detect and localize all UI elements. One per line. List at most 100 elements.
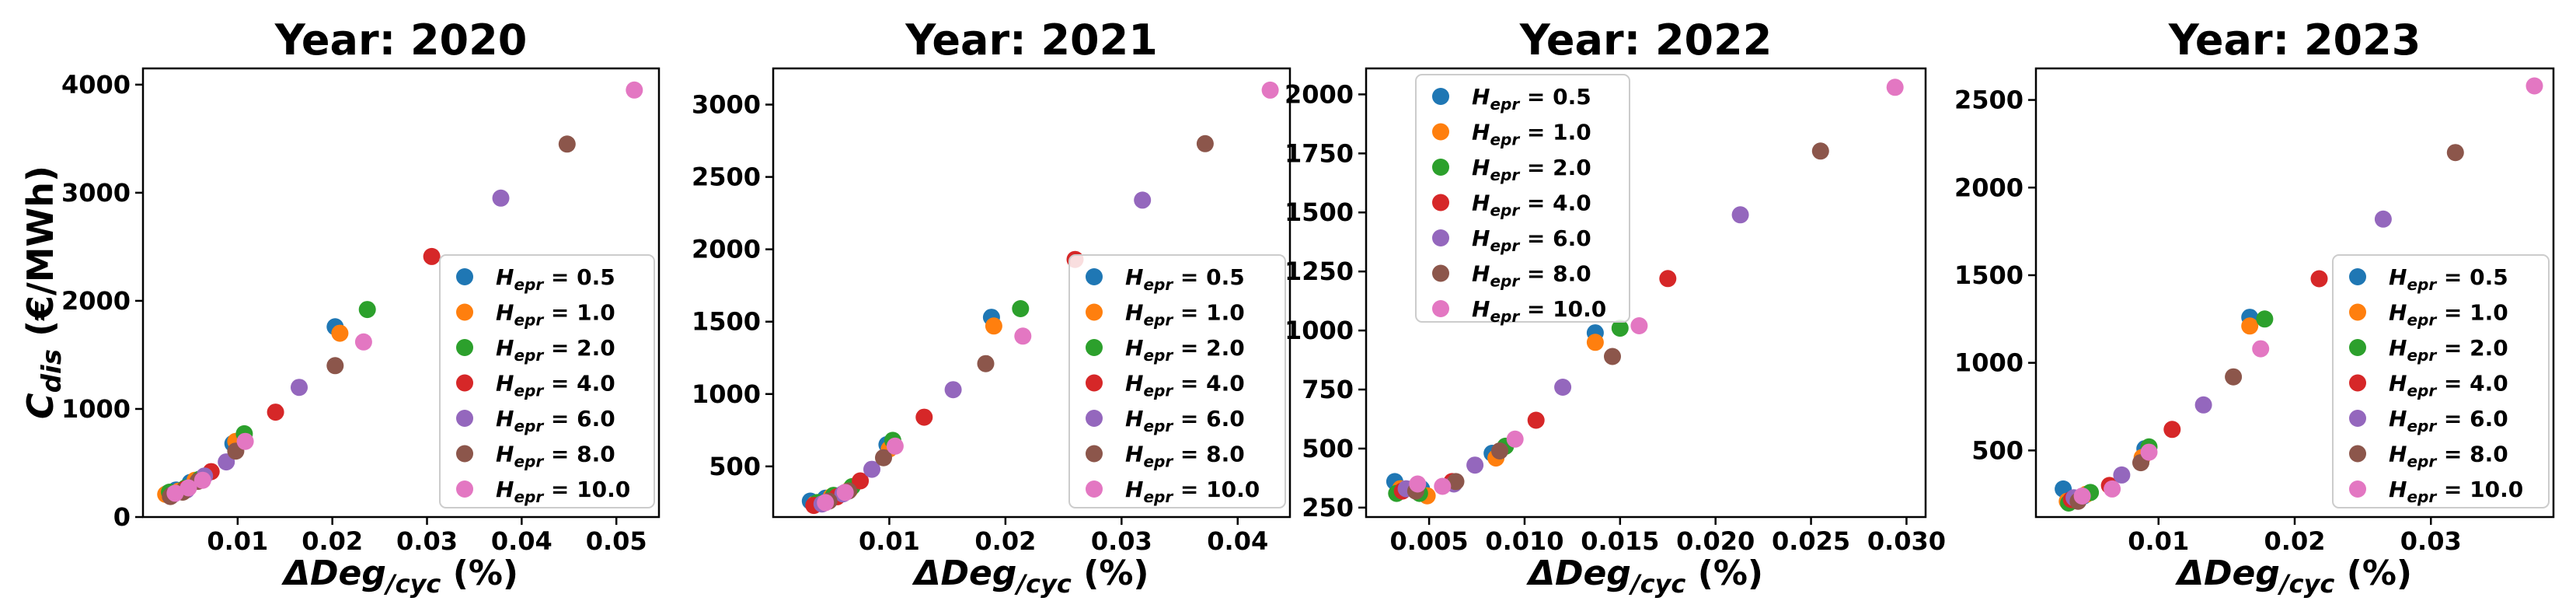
- x-axis-label: ΔDeg/cyc (%): [2175, 554, 2412, 599]
- legend: Hepr = 0.5 Hepr = 1.0 Hepr = 2.0 Hepr = 4.0…: [2332, 254, 2550, 508]
- x-tick-label: 0.02: [974, 526, 1036, 556]
- scatter-point: [180, 479, 197, 497]
- scatter-point: [1811, 142, 1829, 160]
- x-tick-label: 0.02: [302, 526, 363, 556]
- legend-marker: [2349, 445, 2366, 463]
- subplot-title: Year: 2023: [2168, 16, 2421, 65]
- scatter-point: [2104, 480, 2121, 498]
- legend-entry-label: Hepr = 0.5: [1472, 84, 1591, 114]
- scatter-point: [2525, 77, 2543, 95]
- legend-marker: [1086, 374, 1103, 392]
- y-tick-label: 1000: [1954, 348, 2024, 378]
- y-tick-label: 500: [1302, 434, 1354, 463]
- scatter-point: [166, 484, 184, 502]
- legend-marker: [2349, 374, 2366, 392]
- scatter-point: [236, 432, 254, 450]
- scatter-point: [852, 472, 870, 490]
- legend-entry-label: Hepr = 8.0: [2389, 442, 2508, 471]
- x-tick-label: 0.02: [2264, 526, 2326, 556]
- scatter-point: [2225, 368, 2243, 386]
- x-axis-label: ΔDeg/cyc (%): [912, 554, 1149, 599]
- legend-entry-label: Hepr = 0.5: [2389, 264, 2508, 294]
- scatter-point: [1659, 270, 1677, 288]
- x-tick-label: 0.01: [859, 526, 920, 556]
- subplot-title: Year: 2021: [905, 16, 1158, 65]
- legend-entry-label: Hepr = 1.0: [1125, 300, 1245, 330]
- subplot-0: Year: 2020 0.01 0.02 0.03 0.04 0.05 0 1000 2000 3…: [61, 16, 661, 599]
- y-tick-label: 3000: [61, 178, 131, 208]
- legend: Hepr = 0.5 Hepr = 1.0 Hepr = 2.0 Hepr = 4.0…: [1068, 254, 1286, 508]
- legend-entry-label: Hepr = 6.0: [496, 406, 615, 435]
- legend-entry-label: Hepr = 10.0: [2389, 477, 2523, 506]
- legend-marker: [1086, 339, 1103, 356]
- legend-entry-label: Hepr = 10.0: [1472, 296, 1606, 326]
- scatter-point: [2310, 270, 2328, 288]
- scatter-point: [1014, 327, 1032, 345]
- scatter-point: [1611, 320, 1629, 337]
- y-tick-label: 0: [113, 502, 131, 532]
- legend-entry-label: Hepr = 1.0: [2389, 300, 2508, 330]
- legend-entry-label: Hepr = 2.0: [496, 335, 615, 365]
- y-tick-label: 2000: [692, 235, 761, 264]
- scatter-point: [2140, 443, 2158, 461]
- legend-marker: [1432, 264, 1449, 282]
- scatter-point: [193, 471, 211, 489]
- x-tick-label: 0.010: [1485, 526, 1563, 556]
- scatter-point: [1434, 477, 1452, 495]
- y-tick-label: 1000: [1285, 316, 1354, 345]
- scatter-point: [1604, 348, 1621, 365]
- legend-entry-label: Hepr = 4.0: [2389, 371, 2508, 400]
- x-axis-label: ΔDeg/cyc (%): [281, 554, 518, 599]
- y-tick-label: 2500: [1954, 86, 2024, 115]
- legend-marker: [456, 480, 473, 498]
- scatter-point: [817, 494, 835, 512]
- scatter-point: [863, 460, 880, 478]
- legend-marker: [1086, 410, 1103, 427]
- legend: Hepr = 0.5 Hepr = 1.0 Hepr = 2.0 Hepr = 4.0…: [439, 254, 655, 508]
- legend-entry-label: Hepr = 0.5: [1125, 264, 1245, 294]
- subplot-title: Year: 2022: [1519, 16, 1773, 65]
- scatter-point: [2252, 340, 2270, 358]
- scatter-point: [326, 357, 344, 375]
- scatter-point: [1466, 456, 1484, 474]
- y-tick-label: 1750: [1285, 138, 1354, 168]
- y-tick-label: 1500: [1954, 260, 2024, 290]
- scatter-point: [944, 381, 962, 399]
- x-tick-label: 0.015: [1581, 526, 1659, 556]
- legend-marker: [1432, 194, 1449, 211]
- x-tick-label: 0.01: [207, 526, 268, 556]
- legend-entry-label: Hepr = 4.0: [1125, 371, 1245, 400]
- legend-marker: [2349, 303, 2366, 321]
- x-tick-label: 0.025: [1772, 526, 1850, 556]
- x-tick-label: 0.04: [491, 526, 552, 556]
- legend: Hepr = 0.5 Hepr = 1.0 Hepr = 2.0 Hepr = 4.0…: [1415, 74, 1630, 326]
- scatter-point: [267, 404, 284, 421]
- legend-entry-label: Hepr = 6.0: [2389, 406, 2508, 435]
- scatter-point: [626, 81, 643, 99]
- x-tick-label: 0.03: [1091, 526, 1152, 556]
- scatter-point: [1012, 300, 1030, 317]
- y-tick-label: 500: [1971, 435, 2024, 465]
- legend-entry-label: Hepr = 6.0: [1125, 406, 1245, 435]
- scatter-point: [977, 355, 995, 372]
- scatter-point: [2256, 310, 2274, 328]
- scatter-point: [2374, 210, 2392, 228]
- scatter-point: [1409, 475, 1427, 493]
- y-tick-label: 1000: [61, 394, 131, 424]
- scatter-point: [1261, 81, 1279, 99]
- scatter-point: [915, 408, 933, 426]
- scatter-point: [2163, 421, 2181, 439]
- subplot-2: Year: 2022 0.005 0.010 0.015 0.020 0.025 0.030…: [1285, 16, 1946, 599]
- scatter-point: [2241, 317, 2259, 335]
- legend-entry-label: Hepr = 8.0: [1125, 442, 1245, 471]
- axes-frame: [1365, 67, 1927, 519]
- scatter-point: [1506, 430, 1524, 448]
- legend-marker: [1432, 88, 1449, 105]
- legend-marker: [2349, 268, 2366, 285]
- legend-entry-label: Hepr = 1.0: [1472, 120, 1591, 149]
- legend-entry-label: Hepr = 6.0: [1472, 225, 1591, 255]
- scatter-point: [2073, 487, 2091, 505]
- scatter-point: [1196, 135, 1214, 152]
- legend-entry-label: Hepr = 10.0: [496, 477, 630, 506]
